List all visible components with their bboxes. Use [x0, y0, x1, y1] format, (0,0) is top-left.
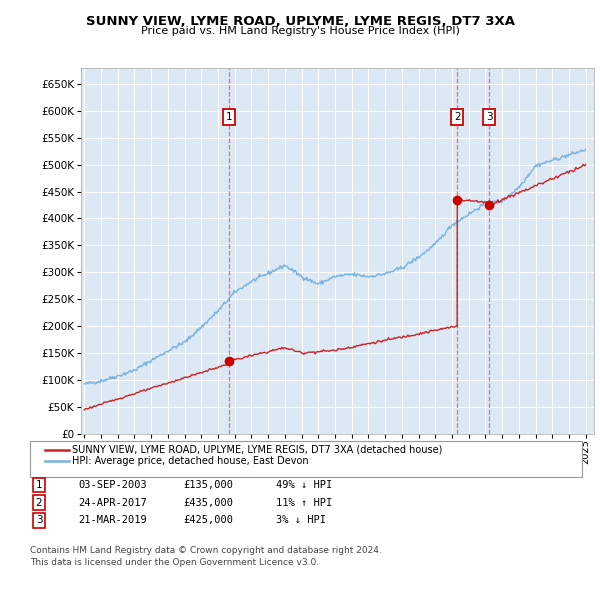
- Text: Contains HM Land Registry data © Crown copyright and database right 2024.: Contains HM Land Registry data © Crown c…: [30, 546, 382, 555]
- Text: 03-SEP-2003: 03-SEP-2003: [78, 480, 147, 490]
- Text: This data is licensed under the Open Government Licence v3.0.: This data is licensed under the Open Gov…: [30, 558, 319, 566]
- Text: £135,000: £135,000: [183, 480, 233, 490]
- Text: 49% ↓ HPI: 49% ↓ HPI: [276, 480, 332, 490]
- Text: Price paid vs. HM Land Registry's House Price Index (HPI): Price paid vs. HM Land Registry's House …: [140, 26, 460, 36]
- Text: £425,000: £425,000: [183, 516, 233, 525]
- Text: 3: 3: [486, 112, 493, 122]
- Text: 2: 2: [454, 112, 460, 122]
- Text: SUNNY VIEW, LYME ROAD, UPLYME, LYME REGIS, DT7 3XA: SUNNY VIEW, LYME ROAD, UPLYME, LYME REGI…: [86, 15, 515, 28]
- Text: SUNNY VIEW, LYME ROAD, UPLYME, LYME REGIS, DT7 3XA (detached house): SUNNY VIEW, LYME ROAD, UPLYME, LYME REGI…: [72, 445, 442, 454]
- Text: 21-MAR-2019: 21-MAR-2019: [78, 516, 147, 525]
- Text: 1: 1: [35, 480, 43, 490]
- Text: 1: 1: [226, 112, 233, 122]
- Text: 24-APR-2017: 24-APR-2017: [78, 498, 147, 507]
- Text: 2: 2: [35, 498, 43, 507]
- Text: 11% ↑ HPI: 11% ↑ HPI: [276, 498, 332, 507]
- Text: £435,000: £435,000: [183, 498, 233, 507]
- Text: 3% ↓ HPI: 3% ↓ HPI: [276, 516, 326, 525]
- Text: 3: 3: [35, 516, 43, 525]
- Text: HPI: Average price, detached house, East Devon: HPI: Average price, detached house, East…: [72, 457, 308, 466]
